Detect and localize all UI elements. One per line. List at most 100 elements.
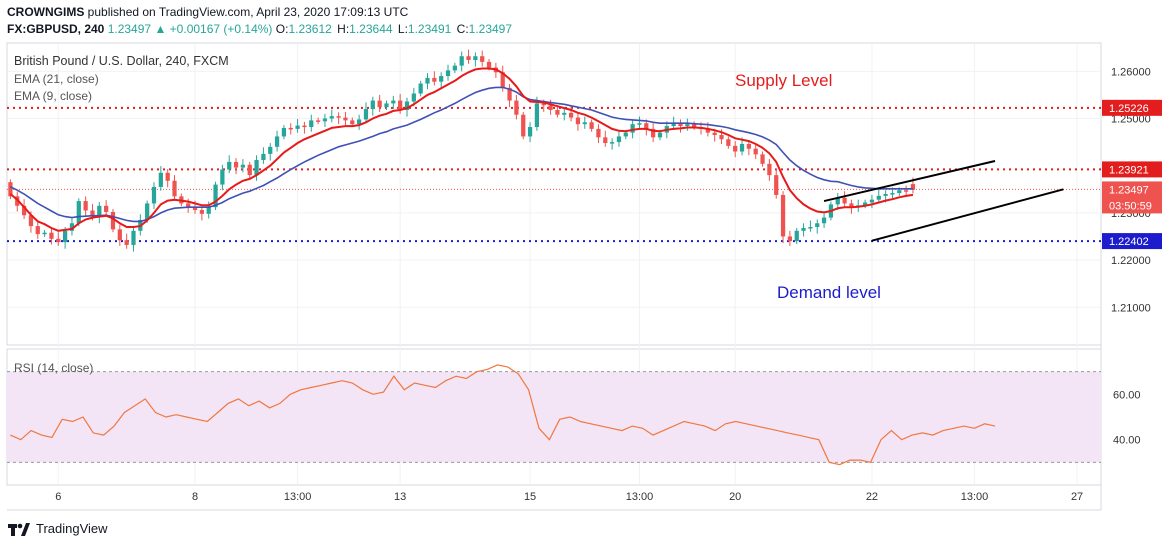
ohlc-low: 1.23491 (407, 22, 452, 36)
candle-body (206, 207, 211, 214)
price-tick-label: 1.25000 (1111, 114, 1151, 126)
candle-body (562, 112, 567, 115)
candle-body (247, 164, 252, 176)
supply-level-annotation: Supply Level (735, 71, 833, 90)
countdown-label: 03:50:59 (1109, 200, 1152, 212)
candle-body (712, 132, 717, 136)
tradingview-logo[interactable]: TradingView (8, 521, 108, 536)
candle-body (849, 203, 854, 208)
level-label-bg (1102, 161, 1162, 178)
candle-body (83, 201, 88, 211)
candle-body (227, 161, 232, 170)
time-tick-label: 27 (1071, 491, 1083, 503)
level-label-bg (1102, 99, 1162, 116)
candle-body (425, 77, 430, 84)
up-arrow-icon: ▲ (154, 22, 167, 36)
candle-body (199, 210, 204, 214)
candle-body (192, 207, 198, 211)
candle-body (274, 136, 280, 147)
candle-body (165, 172, 170, 181)
candle-body (821, 217, 827, 224)
candle-body (35, 226, 40, 235)
candle-body (904, 190, 909, 192)
candle-body (883, 194, 888, 196)
candle-body (869, 199, 875, 203)
candle-body (842, 197, 847, 204)
candle-body (377, 100, 382, 108)
candle-body (480, 56, 485, 62)
tradingview-brand: TradingView (36, 521, 108, 536)
candle-body (104, 205, 109, 212)
candle-body (739, 143, 745, 152)
candle-body (548, 105, 553, 111)
candle-body (302, 125, 307, 128)
candle-body (651, 128, 656, 138)
candle-body (131, 230, 136, 245)
candle-body (760, 154, 765, 164)
candle-body (678, 123, 683, 127)
candle-body (589, 122, 594, 129)
candle-body (213, 184, 218, 208)
candle-body (42, 232, 47, 235)
symbol-label: FX:GBPUSD, 240 (7, 22, 105, 36)
candle-body (774, 175, 779, 195)
candle-body (357, 119, 362, 125)
rsi-line (10, 364, 996, 466)
candle-body (719, 135, 724, 140)
candle-body (541, 103, 546, 106)
candle-body (288, 127, 293, 130)
candle-body (69, 223, 75, 231)
candle-body (644, 123, 649, 129)
candle-body (692, 124, 697, 127)
ema21-line (10, 86, 913, 223)
candle-body (890, 193, 895, 195)
time-tick-label: 8 (192, 491, 198, 503)
candle-body (630, 124, 635, 133)
rsi-tick-label: 60.00 (1113, 389, 1141, 401)
last-price-label: 1.23497 (1109, 184, 1149, 196)
candle-body (787, 236, 793, 242)
trendline (871, 188, 1064, 242)
time-tick-label: 15 (524, 491, 536, 503)
price-change: +0.00167 (+0.14%) (169, 22, 273, 36)
candle-body (240, 164, 246, 168)
candle-body (746, 143, 751, 149)
candle-body (261, 153, 266, 161)
tradingview-icon (8, 522, 30, 536)
time-tick-label: 13 (394, 491, 406, 503)
candle-body (220, 169, 225, 185)
candle-body (398, 100, 403, 111)
candle-body (582, 122, 587, 125)
candle-body (876, 195, 881, 200)
level-label: 1.25226 (1109, 103, 1149, 115)
price-tick-label: 1.26000 (1111, 66, 1151, 78)
publisher-name: CROWNGIMS (7, 5, 85, 19)
candle-body (808, 227, 813, 229)
candle-body (56, 238, 61, 243)
candle-body (486, 61, 492, 68)
candle-body (609, 142, 615, 144)
candle-body (350, 120, 355, 125)
candle-body (76, 201, 81, 224)
candle-body (466, 56, 471, 60)
candle-body (329, 116, 334, 119)
candle-body (452, 65, 457, 71)
candle-body (28, 215, 34, 227)
candle-body (158, 172, 163, 187)
candle-body (445, 70, 451, 77)
candle-body (268, 146, 273, 154)
price-tick-label: 1.21000 (1111, 302, 1151, 314)
candle-body (432, 77, 437, 82)
header-publish-line: CROWNGIMS published on TradingView.com, … (7, 5, 408, 19)
time-tick-label: 13:00 (626, 491, 654, 503)
ohlc-high: 1.23644 (349, 22, 393, 36)
candle-body (363, 109, 369, 120)
candle-body (8, 182, 13, 197)
price-pane-frame (6, 42, 1102, 346)
candle-body (336, 116, 341, 118)
ohlc-open: 1.23612 (288, 22, 332, 36)
candle-body (90, 210, 95, 217)
demand-level-annotation: Demand level (777, 283, 881, 302)
candle-body (295, 125, 300, 129)
